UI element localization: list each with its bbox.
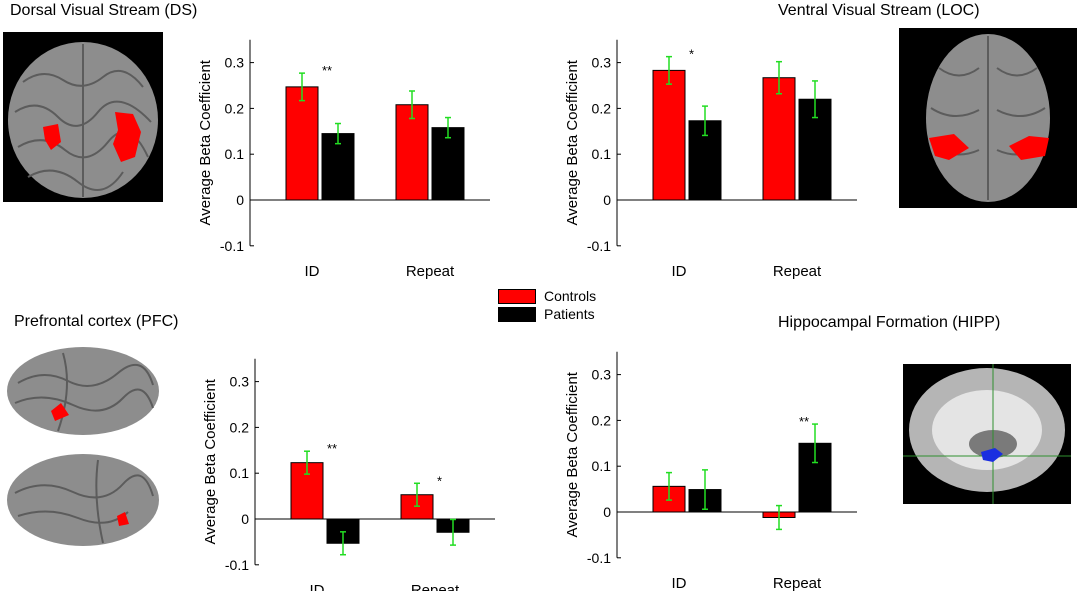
pfc-ytick-label: 0: [241, 511, 249, 527]
ds-ylabel: Average Beta Coefficient: [197, 59, 214, 225]
hipp-significance-repeat: **: [799, 414, 809, 429]
ds-roi-right: [113, 112, 141, 162]
legend: Controls Patients: [498, 287, 596, 323]
loc-roi-left: [929, 134, 969, 160]
ds-category-repeat: Repeat: [406, 263, 455, 280]
pfc-significance-repeat: *: [437, 473, 442, 488]
hipp-title: Hippocampal Formation (HIPP): [778, 314, 1001, 331]
ds-ytick-label: 0.1: [225, 146, 245, 162]
loc-title: Ventral Visual Stream (LOC): [778, 2, 980, 19]
ds-ytick-label: -0.1: [220, 238, 244, 254]
pfc-ytick-label: 0.1: [230, 465, 250, 481]
loc-category-id: ID: [672, 263, 687, 280]
legend-controls-swatch: [498, 288, 536, 304]
loc-ylabel: Average Beta Coefficient: [564, 59, 581, 225]
legend-patients-label: Patients: [544, 306, 595, 322]
pfc-ylabel: Average Beta Coefficient: [202, 378, 219, 544]
loc-significance-id: *: [689, 47, 694, 62]
hipp-category-id: ID: [672, 575, 687, 591]
loc-roi-right: [1009, 136, 1049, 160]
pfc-category-repeat: Repeat: [411, 582, 460, 591]
pfc-significance-id: **: [327, 441, 337, 456]
hipp-ytick-label: 0: [603, 504, 611, 520]
pfc-ytick-label: -0.1: [225, 557, 249, 573]
ds-brain-image: [3, 32, 163, 202]
pfc-brain-image-top: [3, 343, 163, 443]
legend-controls: Controls: [498, 287, 596, 305]
ds-title: Dorsal Visual Stream (DS): [10, 2, 198, 19]
ds-bar-id-patients: [321, 133, 355, 201]
ds-bar-id-controls: [285, 86, 319, 201]
loc-ytick-label: 0.2: [592, 100, 612, 116]
loc-brain-image: [899, 28, 1077, 208]
hipp-brain-image: [903, 364, 1071, 504]
hipp-ytick-label: 0.1: [592, 458, 612, 474]
loc-category-repeat: Repeat: [773, 263, 822, 280]
hipp-ytick-label: -0.1: [587, 550, 611, 566]
hipp-ytick-label: 0.3: [592, 367, 612, 383]
pfc-roi-top: [51, 403, 69, 421]
ds-bar-repeat-patients: [431, 127, 465, 201]
hipp-ylabel: Average Beta Coefficient: [564, 371, 581, 537]
ds-ytick-label: 0.3: [225, 55, 245, 71]
loc-bar-repeat-controls: [762, 77, 796, 201]
legend-patients: Patients: [498, 305, 596, 323]
pfc-category-id: ID: [310, 582, 325, 591]
hipp-ytick-label: 0.2: [592, 412, 612, 428]
loc-ytick-label: 0: [603, 192, 611, 208]
ds-ytick-label: 0.2: [225, 100, 245, 116]
ds-category-id: ID: [305, 263, 320, 280]
ds-ytick-label: 0: [236, 192, 244, 208]
hipp-category-repeat: Repeat: [773, 575, 822, 591]
loc-ytick-label: 0.3: [592, 55, 612, 71]
ds-significance-id: **: [322, 63, 332, 78]
pfc-title: Prefrontal cortex (PFC): [14, 313, 179, 330]
pfc-ytick-label: 0.3: [230, 374, 250, 390]
legend-controls-label: Controls: [544, 288, 597, 304]
pfc-ytick-label: 0.2: [230, 419, 250, 435]
legend-patients-swatch: [498, 306, 536, 322]
ds-bar-repeat-controls: [395, 104, 429, 201]
loc-ytick-label: -0.1: [587, 238, 611, 254]
pfc-brain-image-bottom: [3, 448, 163, 563]
ds-roi-left: [43, 124, 61, 150]
pfc-roi-bottom: [117, 512, 129, 526]
loc-ytick-label: 0.1: [592, 146, 612, 162]
hipp-roi: [981, 448, 1003, 462]
